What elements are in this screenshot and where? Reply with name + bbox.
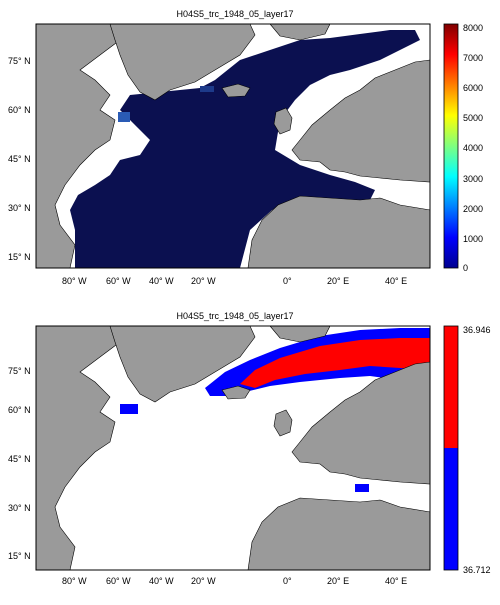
lat-label: 15° N [8,252,31,262]
north-america-land [35,23,121,269]
lat-label: 45° N [8,154,31,164]
lon-label: 20° E [327,276,349,286]
lon-label: 40° E [385,276,407,286]
colorbar-tick: 5000 [463,113,483,123]
lat-label: 30° N [8,203,31,213]
ocean-field [70,30,420,268]
lon-label: 0° [283,576,292,586]
colorbar [443,325,459,571]
lat-label: 60° N [8,105,31,115]
map-area [35,325,431,571]
colorbar-tick: 0 [463,263,468,273]
colorbar-tick: 36.712 [463,565,491,575]
lon-label: 60° W [106,576,131,586]
lat-label: 75° N [8,56,31,66]
north-america-land [35,325,121,571]
colorbar-tick: 6000 [463,83,483,93]
lon-label: 0° [283,276,292,286]
colorbar-tick: 3000 [463,174,483,184]
lat-label: 60° N [8,405,31,415]
lat-label: 15° N [8,551,31,561]
colorbar-tick: 1000 [463,234,483,244]
colorbar-tick: 2000 [463,204,483,214]
lat-label: 30° N [8,503,31,513]
greenland-land [109,325,256,403]
high-value-region [240,338,430,388]
lon-label: 20° E [327,576,349,586]
british-isles-land [273,107,293,135]
map-title: H04S5_trc_1948_05_layer17 [176,311,294,321]
colorbar-tick: 36.946 [463,325,491,335]
colorbar-high [444,326,458,448]
top-map-panel: H04S5_trc_1948_05_layer17 75° N 60° N 45… [0,0,500,300]
lat-label: 75° N [8,366,31,376]
colorbar [443,23,459,269]
iceland-land [221,83,251,98]
bottom-map-panel: H04S5_trc_1948_05_layer17 75° N 60° N 45… [0,300,500,600]
lon-label: 80° W [62,576,87,586]
map-svg: 75° N 60° N 45° N 30° N 15° N 80° W 60° … [8,23,483,286]
map-title: H04S5_trc_1948_05_layer17 [176,9,294,19]
lon-label: 40° E [385,576,407,586]
british-isles-land [273,409,293,437]
lon-label: 80° W [62,276,87,286]
lon-label: 40° W [149,576,174,586]
lat-label: 45° N [8,454,31,464]
greenland-land [109,23,256,101]
lon-label: 20° W [191,276,216,286]
iceland-land [221,385,251,400]
lon-label: 40° W [149,276,174,286]
lon-label: 20° W [191,576,216,586]
colorbar-tick: 4000 [463,143,483,153]
colorbar-low [444,448,458,570]
lon-label: 60° W [106,276,131,286]
europe-land [291,59,431,183]
europe-land [291,361,431,485]
map-area [35,23,431,269]
map-svg: 75° N 60° N 45° N 30° N 15° N 80° W 60° … [8,325,491,586]
colorbar-tick: 8000 [463,23,483,33]
colorbar-tick: 7000 [463,53,483,63]
